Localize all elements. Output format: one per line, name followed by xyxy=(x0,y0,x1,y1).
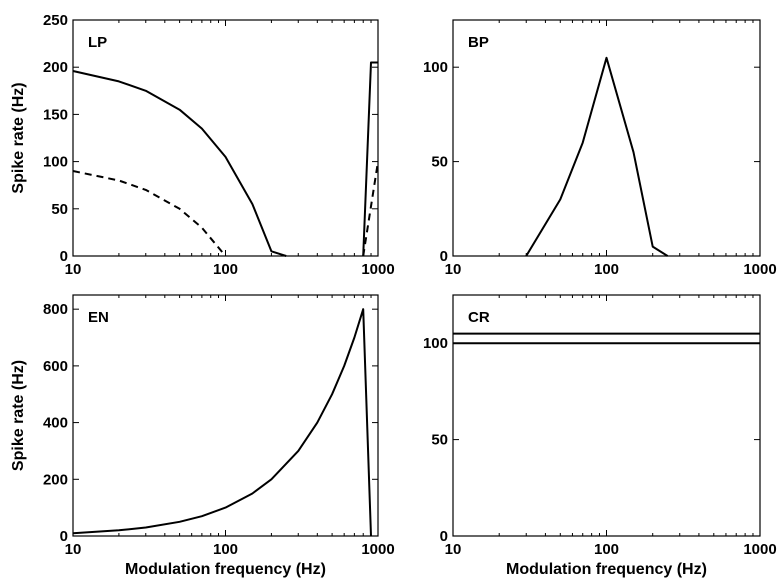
x-tick-label: 10 xyxy=(445,261,462,278)
series-line-dashed xyxy=(362,161,379,257)
y-tick-label: 200 xyxy=(43,471,68,488)
x-axis-label: Modulation frequency (Hz) xyxy=(125,561,326,578)
series-line-solid xyxy=(525,56,669,257)
panel-bp: 10 100 1000 0 50 100 BP xyxy=(423,19,777,278)
y-tick-label: 0 xyxy=(440,248,448,265)
y-tick-label: 50 xyxy=(51,201,68,218)
y-tick-label: 800 xyxy=(43,301,68,318)
x-tick-label: 100 xyxy=(213,541,238,558)
x-tick-label: 1000 xyxy=(361,261,394,278)
y-tick-label: 100 xyxy=(423,59,448,76)
panel-label: LP xyxy=(88,34,107,51)
y-tick-label: 400 xyxy=(43,415,68,432)
y-tick-label: 100 xyxy=(423,335,448,352)
y-tick-label: 100 xyxy=(43,154,68,171)
plot-frame xyxy=(452,19,761,257)
y-tick-label: 150 xyxy=(43,106,68,123)
plot-frame xyxy=(72,294,379,537)
x-tick-label: 10 xyxy=(65,261,82,278)
panel-label: EN xyxy=(88,309,109,326)
y-tick-label: 50 xyxy=(431,154,448,171)
panel-en: 10 100 1000 0 200 400 600 800 EN Spike rate (Hz) M… xyxy=(10,294,395,578)
y-axis-label: Spike rate (Hz) xyxy=(10,360,27,471)
x-tick-label: 1000 xyxy=(743,261,776,278)
x-tick-label: 1000 xyxy=(743,541,776,558)
x-tick-label: 100 xyxy=(213,261,238,278)
plot-frame xyxy=(452,294,761,537)
x-tick-label: 100 xyxy=(594,261,619,278)
x-tick-label: 10 xyxy=(445,541,462,558)
panel-cr: 10 100 1000 0 50 100 CR Modulation frequency (H… xyxy=(423,294,777,578)
series-line-solid xyxy=(72,308,372,537)
x-axis-label: Modulation frequency (Hz) xyxy=(506,561,707,578)
x-tick-label: 10 xyxy=(65,541,82,558)
y-tick-label: 50 xyxy=(431,432,448,449)
y-tick-label: 250 xyxy=(43,12,68,29)
panel-label: CR xyxy=(468,309,490,326)
series-line-dashed xyxy=(72,170,227,257)
y-tick-label: 0 xyxy=(60,528,68,545)
y-axis-label: Spike rate (Hz) xyxy=(10,82,27,193)
y-tick-label: 0 xyxy=(440,528,448,545)
y-tick-label: 600 xyxy=(43,358,68,375)
panel-label: BP xyxy=(468,34,489,51)
plot-frame xyxy=(72,19,379,257)
x-tick-label: 100 xyxy=(594,541,619,558)
panel-lp: 10 100 1000 0 50 100 150 200 250 LP Spike rate (Hz… xyxy=(10,12,395,278)
y-tick-label: 0 xyxy=(60,248,68,265)
y-tick-label: 200 xyxy=(43,59,68,76)
x-tick-label: 1000 xyxy=(361,541,394,558)
series-line-solid xyxy=(72,70,287,257)
series-line-solid xyxy=(362,61,378,257)
